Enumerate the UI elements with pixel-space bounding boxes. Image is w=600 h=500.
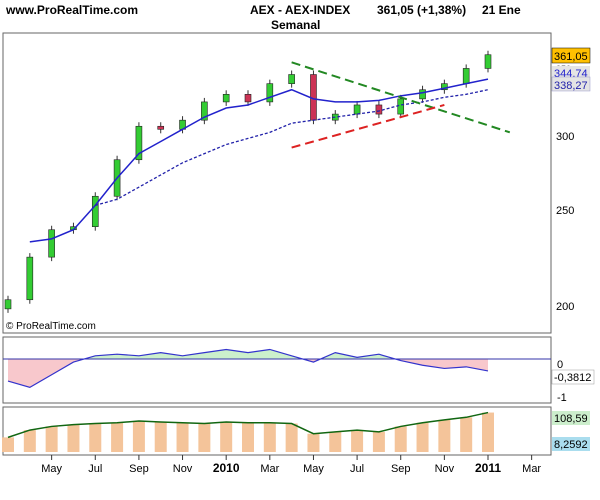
lower-hist-bar [23, 430, 36, 452]
lower-hist-bar [351, 430, 364, 452]
x-tick-label: Mar [260, 463, 279, 475]
candle-body [135, 125, 143, 161]
y-tick-200: 200 [556, 301, 574, 313]
price-layer [4, 50, 511, 313]
candle-body [353, 104, 361, 115]
lower-hist-bar [176, 422, 189, 452]
ma1-label-box [552, 66, 590, 80]
lower-hist-bar [45, 426, 58, 452]
period-label: Semanal [271, 18, 321, 32]
series-line-2 [95, 89, 489, 207]
lower-hist-bar [416, 422, 429, 452]
oscillator-panel-frame [2, 336, 552, 404]
lower-bottom-box [552, 437, 590, 451]
lower-hist-bar [482, 412, 494, 452]
lower-hist-bar [263, 422, 276, 452]
lower-bottom-label: 8,2592 [554, 439, 588, 451]
trendline-upper [291, 61, 511, 134]
lower-top-box [552, 411, 590, 425]
y-tick-300: 300 [556, 131, 574, 143]
candle-body [91, 195, 99, 227]
candle-body [244, 94, 252, 103]
osc-value-label: -0,3812 [554, 372, 591, 384]
ma2-label: 338,27 [554, 80, 588, 92]
candle-body [4, 299, 12, 310]
candle-body [26, 256, 34, 301]
candle-body [201, 101, 208, 121]
lower-hist-bar [198, 423, 211, 452]
osc-tick-minus1: -1 [557, 392, 567, 404]
ma2-label-box [551, 76, 591, 92]
quote-date: 21 Ene [482, 3, 521, 17]
candle-body [48, 229, 55, 258]
quote-value: 361,05 (+1,38%) [377, 3, 467, 17]
lower-hist-bar [329, 431, 342, 452]
oscillator-positive-area [8, 349, 488, 359]
x-tick-label: May [303, 463, 324, 475]
watermark: © ProRealTime.com [6, 321, 96, 332]
candle-body [397, 98, 405, 115]
lower-hist-bar [154, 422, 167, 452]
y-tick-250: 250 [556, 205, 574, 217]
x-tick-label: Jul [350, 463, 364, 475]
oscillator-negative-area [8, 358, 488, 388]
lower-hist-bar [220, 422, 233, 452]
candle-body [157, 125, 165, 130]
oscillator-line [7, 348, 489, 389]
lower-indicator-line [7, 411, 489, 439]
candle-body [441, 83, 448, 91]
x-tick-label: 2011 [475, 461, 501, 475]
candle-body [484, 54, 492, 69]
trendline-lower [291, 103, 445, 149]
price-panel-frame [2, 32, 552, 334]
x-tick-label: Nov [435, 463, 455, 475]
osc-value-box [551, 369, 595, 385]
x-tick-label: May [41, 463, 62, 475]
last-price-label: 361,05 [554, 51, 588, 63]
x-tick-label: 2010 [213, 461, 240, 475]
lower-hist-bar [394, 426, 407, 452]
candle-body [222, 94, 230, 103]
lower-hist-bar [132, 420, 145, 452]
lower-hist-bar [111, 422, 124, 452]
lower-hist-bar [67, 424, 80, 452]
x-tick-label: Mar [522, 463, 541, 475]
instrument-name: AEX - AEX-INDEX [250, 3, 351, 17]
lower-hist-bar [438, 419, 451, 452]
candle-body [462, 68, 470, 84]
x-tick-label: Sep [129, 463, 149, 475]
x-tick-label: Sep [391, 463, 411, 475]
lower-hist-bar [285, 423, 298, 452]
lower-hist-bar [460, 417, 473, 452]
lower-hist-bar [89, 423, 102, 452]
last-price-box [551, 47, 591, 64]
x-tick-label: Jul [88, 463, 102, 475]
lower-hist-bar [372, 431, 385, 452]
lower-indicator-layer [2, 411, 494, 452]
candle-body [419, 89, 426, 100]
lower-hist-bar [242, 422, 254, 452]
x-tick-label: Nov [173, 463, 193, 475]
candle-body [375, 104, 383, 115]
site-title: www.ProRealTime.com [6, 3, 139, 17]
osc-tick-0: 0 [557, 359, 563, 371]
series-line-1 [29, 78, 489, 243]
oscillator-layer [3, 348, 551, 389]
lower-hist-bar [2, 437, 14, 452]
lower-top-label: 108,59 [554, 413, 588, 425]
candle-body [288, 74, 295, 84]
x-axis-layer: May Jul Sep Nov 2010 Mar May Jul Sep Nov 2011 Mar [41, 455, 541, 475]
candle-body [266, 83, 274, 103]
lower-hist-bar [307, 433, 320, 452]
